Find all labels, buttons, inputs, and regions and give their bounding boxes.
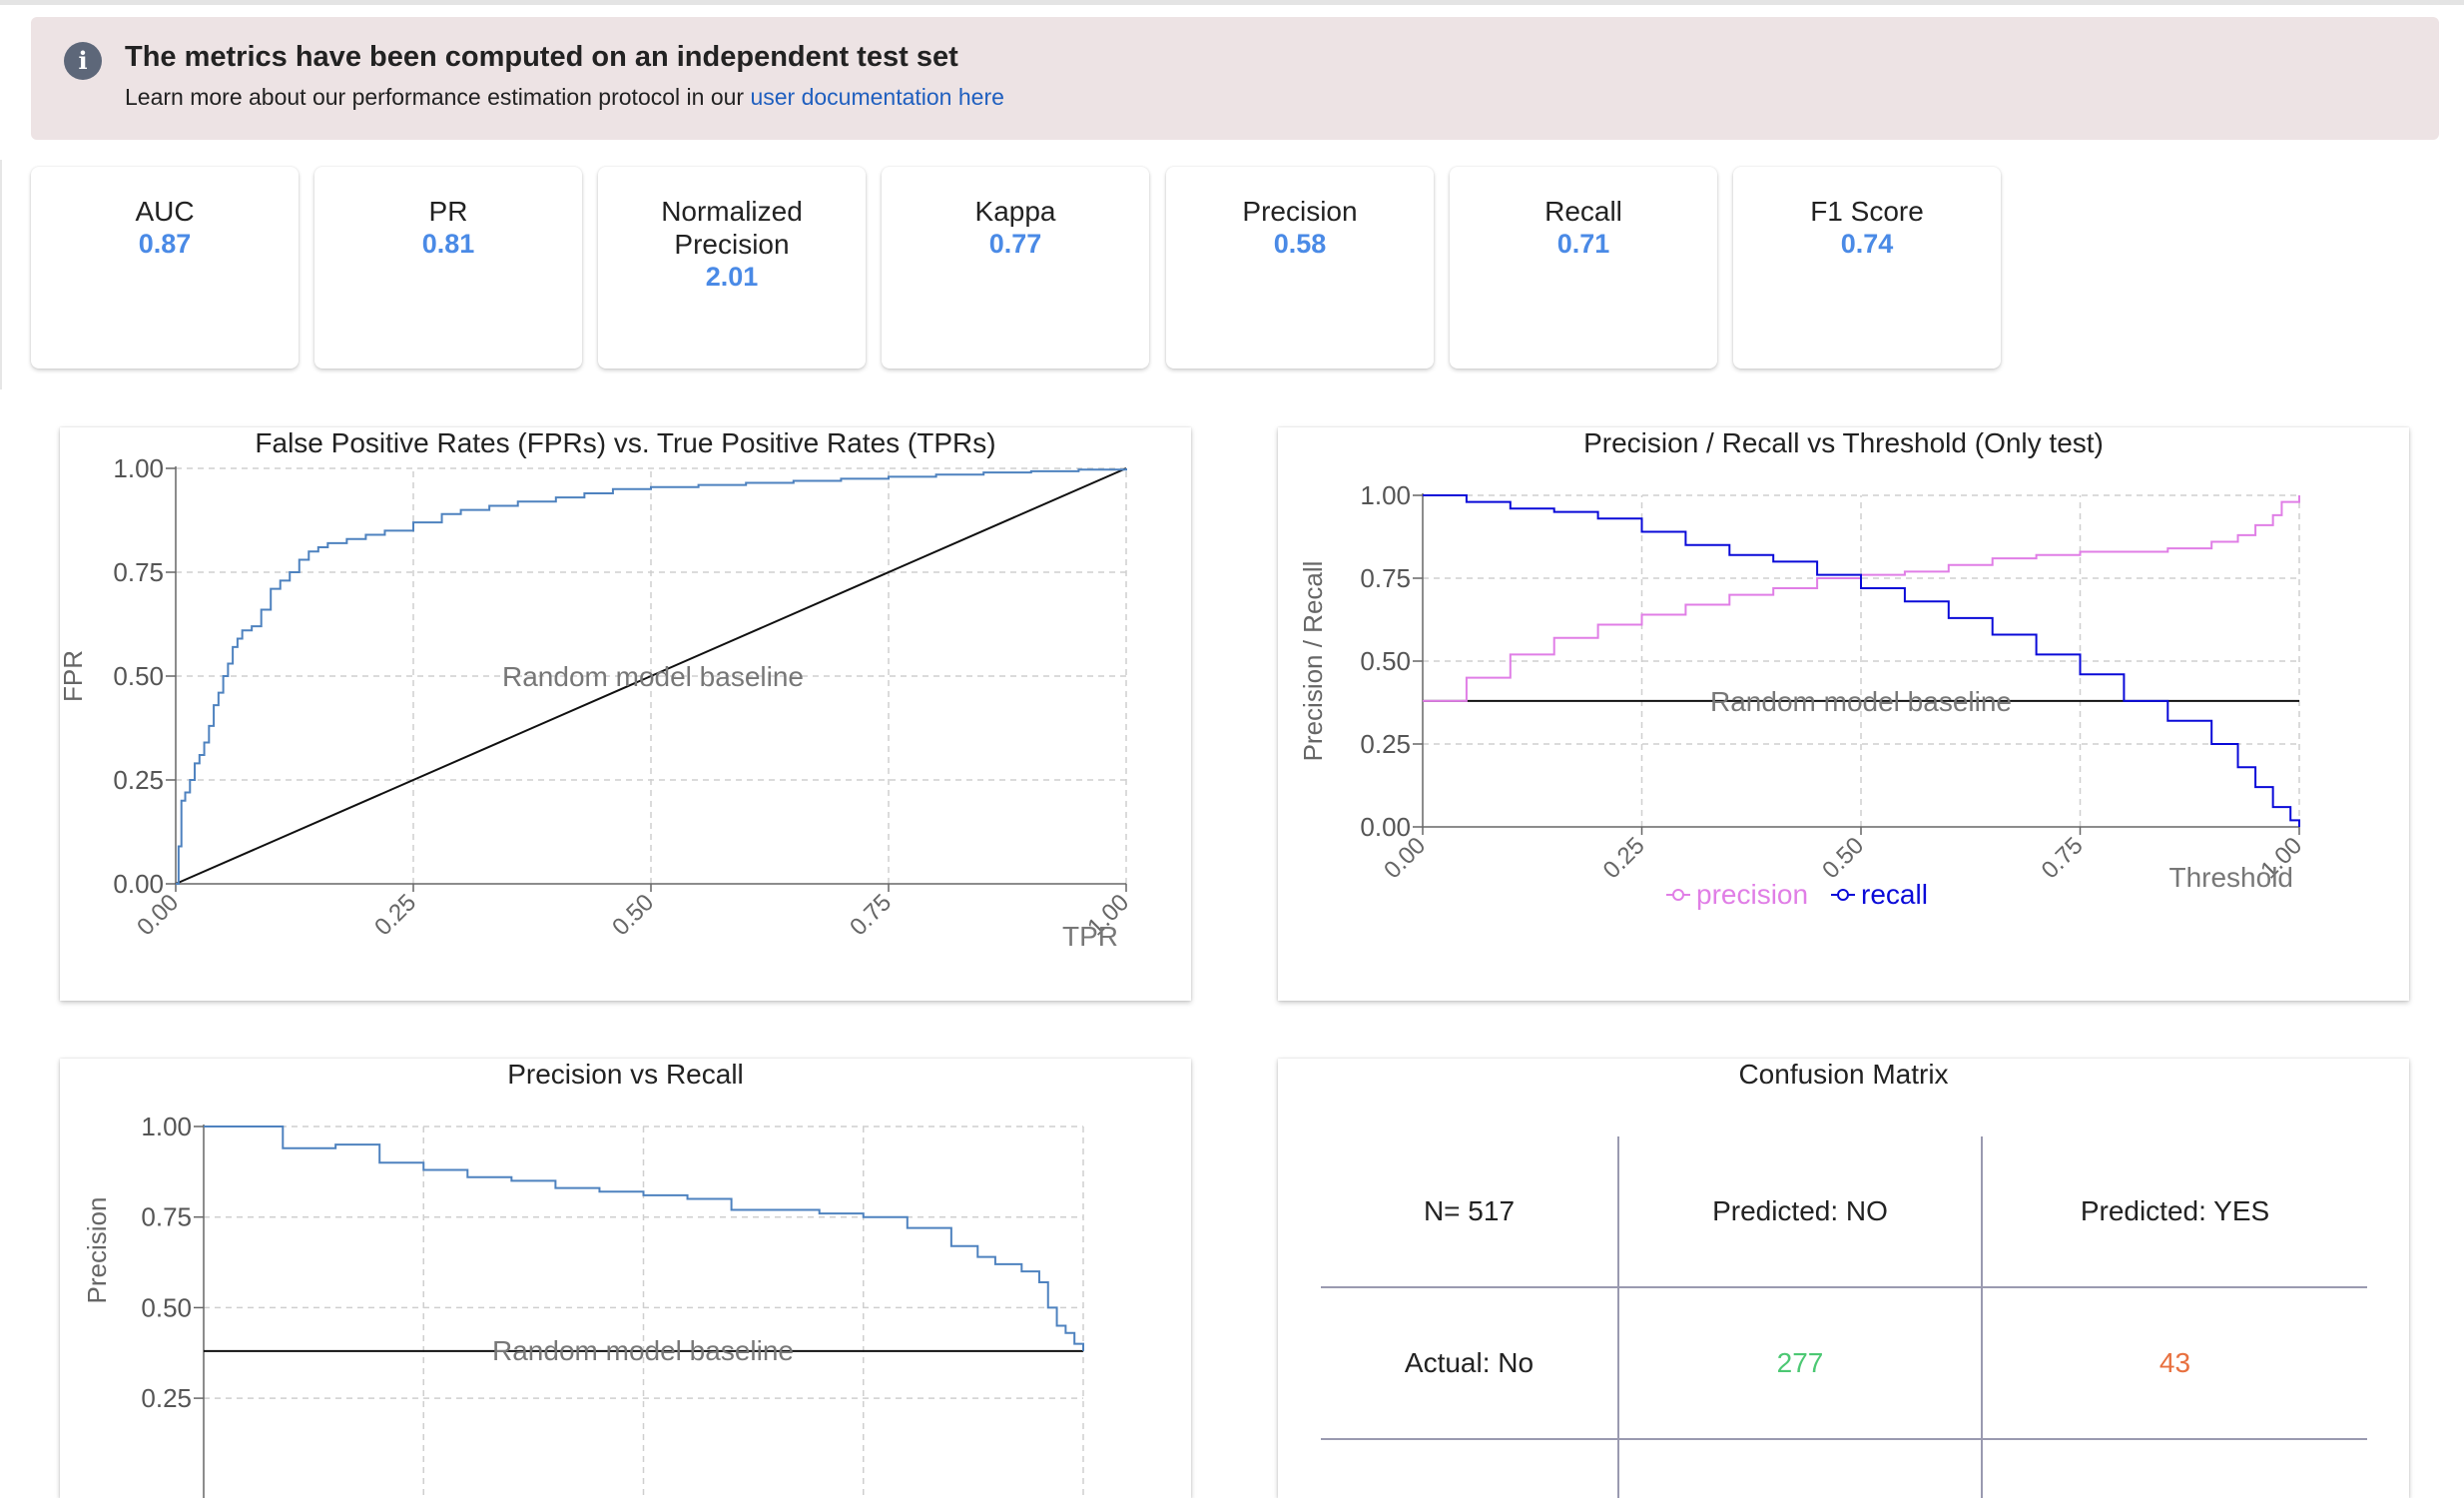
y-tick-label: 1.00	[141, 1112, 192, 1141]
y-tick-label: 0.50	[113, 661, 164, 691]
roc-chart-panel: False Positive Rates (FPRs) vs. True Pos…	[60, 427, 1191, 1001]
x-axis-label: Threshold	[2168, 862, 2293, 893]
baseline-annotation: Random model baseline	[502, 661, 804, 692]
y-tick-label: 0.25	[141, 1383, 192, 1413]
legend-precision-label: precision	[1696, 879, 1808, 910]
cm-row-label: Actual: No	[1404, 1347, 1535, 1378]
banner-title: The metrics have been computed on an ind…	[125, 41, 958, 73]
metric-value: 0.58	[1273, 229, 1327, 259]
y-tick-label: 0.00	[1360, 812, 1411, 842]
metric-value: 2.01	[705, 262, 759, 292]
chart-title: Precision vs Recall	[507, 1059, 744, 1090]
metric-name: F1 Score	[1810, 196, 1924, 227]
metric-card-recall: Recall 0.71	[1450, 167, 1717, 369]
chart-title: Precision / Recall vs Threshold (Only te…	[1583, 427, 2104, 458]
banner-subtitle: Learn more about our performance estimat…	[125, 84, 1004, 111]
metric-card-kappa: Kappa 0.77	[882, 167, 1149, 369]
documentation-link[interactable]: user documentation here	[750, 84, 1004, 110]
y-axis-label: FPR	[60, 650, 88, 702]
legend-precision-marker	[1672, 889, 1684, 901]
recall-line	[1423, 494, 2300, 827]
metric-name: Normalized Precision	[661, 196, 803, 260]
legend-recall-label: recall	[1861, 879, 1928, 910]
x-tick-label: 0.25	[1598, 832, 1650, 884]
cm-true-negative: 277	[1776, 1347, 1824, 1378]
cm-divider	[1981, 1136, 1983, 1498]
metric-card-f1-score: F1 Score 0.74	[1733, 167, 2001, 369]
metric-name: Kappa	[974, 196, 1056, 227]
metric-card-auc: AUC 0.87	[31, 167, 299, 369]
metric-value: 0.81	[421, 229, 475, 259]
chart-title: Confusion Matrix	[1738, 1059, 1949, 1090]
threshold-chart: 0.000.250.500.751.000.00 0.25 0.50 0.75 1.00…	[1298, 480, 2307, 910]
baseline-line	[175, 467, 1127, 885]
cm-divider	[1617, 1136, 1619, 1498]
cm-divider	[1321, 1286, 2367, 1288]
pr-curve	[204, 1125, 1084, 1351]
y-tick-label: 0.25	[1360, 729, 1411, 759]
baseline-annotation: Random model baseline	[1710, 686, 2012, 717]
x-tick-label: 0.75	[845, 889, 897, 941]
confusion-matrix-panel: Confusion Matrix N= 517 Predicted: NO Pr…	[1278, 1059, 2409, 1498]
y-axis-label: Precision / Recall	[1298, 561, 1328, 762]
metric-name: PR	[428, 196, 468, 227]
cm-header-predicted-yes: Predicted: YES	[2080, 1195, 2270, 1226]
chart-title: False Positive Rates (FPRs) vs. True Pos…	[255, 427, 996, 458]
cm-total: N= 517	[1423, 1195, 1516, 1226]
metric-name: Precision	[1242, 196, 1358, 227]
y-axis-label: Precision	[82, 1197, 112, 1304]
y-tick-label: 0.75	[1360, 563, 1411, 593]
metric-value: 0.74	[1840, 229, 1894, 259]
metric-value: 0.77	[988, 229, 1042, 259]
top-divider	[0, 0, 2464, 5]
metric-value: 0.71	[1556, 229, 1610, 259]
cm-header-predicted-no: Predicted: NO	[1712, 1195, 1888, 1226]
threshold-chart-panel: Precision / Recall vs Threshold (Only te…	[1278, 427, 2409, 1001]
legend-recall-marker	[1837, 889, 1849, 901]
roc-curve	[176, 468, 1127, 885]
y-tick-label: 0.00	[113, 869, 164, 899]
y-tick-label: 0.50	[1360, 646, 1411, 676]
y-tick-label: 1.00	[1360, 480, 1411, 510]
pr-chart-panel: Precision vs Recall 0.25 0.50 0.75 1.00 Prec…	[60, 1059, 1191, 1498]
info-banner: i The metrics have been computed on an i…	[31, 17, 2439, 140]
metric-card-precision: Precision 0.58	[1166, 167, 1434, 369]
metric-card-pr: PR 0.81	[314, 167, 582, 369]
info-icon: i	[64, 42, 102, 80]
x-tick-label: 0.25	[369, 889, 421, 941]
banner-subtitle-text: Learn more about our performance estimat…	[125, 84, 745, 110]
left-edge-divider	[0, 160, 2, 389]
metric-name: AUC	[135, 196, 195, 227]
cm-divider	[1321, 1438, 2367, 1440]
x-tick-label: 0.75	[2037, 832, 2089, 884]
x-tick-label: 0.50	[607, 889, 659, 941]
metric-value: 0.87	[138, 229, 192, 259]
roc-chart: 0.000.250.500.751.000.00 0.25 0.50 0.75 1.00…	[60, 453, 1134, 952]
precision-line	[1423, 495, 2300, 702]
y-tick-label: 1.00	[113, 453, 164, 483]
y-tick-label: 0.50	[141, 1292, 192, 1322]
x-tick-label: 0.50	[1817, 832, 1869, 884]
y-tick-label: 0.75	[141, 1202, 192, 1232]
cm-false-positive: 43	[2158, 1347, 2191, 1378]
pr-chart: 0.25 0.50 0.75 1.00 Precision Random model ba…	[82, 1112, 1084, 1498]
metric-name: Recall	[1544, 196, 1622, 227]
metric-card-normalized-precision: Normalized Precision 2.01	[598, 167, 866, 369]
y-tick-label: 0.75	[113, 557, 164, 587]
x-axis-label: TPR	[1062, 921, 1118, 952]
y-tick-label: 0.25	[113, 765, 164, 795]
baseline-annotation: Random model baseline	[492, 1335, 794, 1366]
